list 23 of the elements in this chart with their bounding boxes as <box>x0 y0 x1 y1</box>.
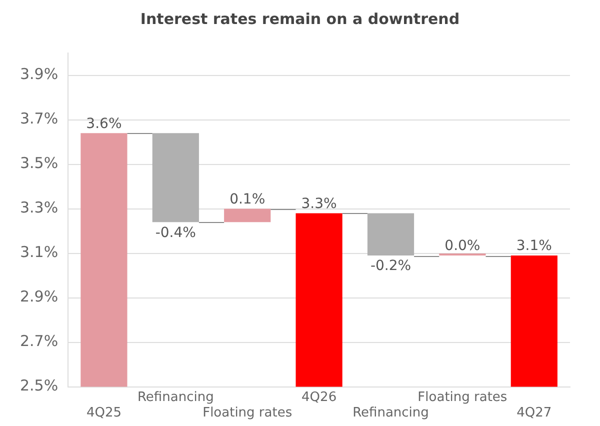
x-tick-label: 4Q26 <box>302 390 337 405</box>
data-label: 0.0% <box>444 238 480 254</box>
x-tick-label: Floating rates <box>202 406 292 421</box>
data-label: 0.1% <box>230 191 266 208</box>
data-label: -0.4% <box>155 224 196 241</box>
chart-title: Interest rates remain on a downtrend <box>139 9 461 30</box>
y-tick-label: 2.9% <box>20 288 58 306</box>
x-tick-label: 4Q25 <box>86 406 122 421</box>
data-label: -0.2% <box>370 258 412 274</box>
y-tick-label: 3.1% <box>20 243 58 262</box>
x-tick-label: 4Q27 <box>516 406 552 421</box>
y-tick-label: 2.7% <box>20 332 58 350</box>
y-tick-label: 3.3% <box>20 198 58 217</box>
x-tick-label: Refinancing <box>137 390 214 405</box>
x-tick-label: Refinancing <box>352 406 429 421</box>
x-tick-label: Floating rates <box>418 390 508 405</box>
y-tick-label: 3.5% <box>20 154 58 172</box>
y-tick-label: 3.7% <box>20 110 58 128</box>
y-tick-label: 3.9% <box>20 65 58 84</box>
data-label: 3.1% <box>516 238 552 254</box>
data-label: 3.6% <box>86 116 122 132</box>
data-label: 3.3% <box>301 196 337 212</box>
y-tick-label: 2.5% <box>20 376 58 395</box>
